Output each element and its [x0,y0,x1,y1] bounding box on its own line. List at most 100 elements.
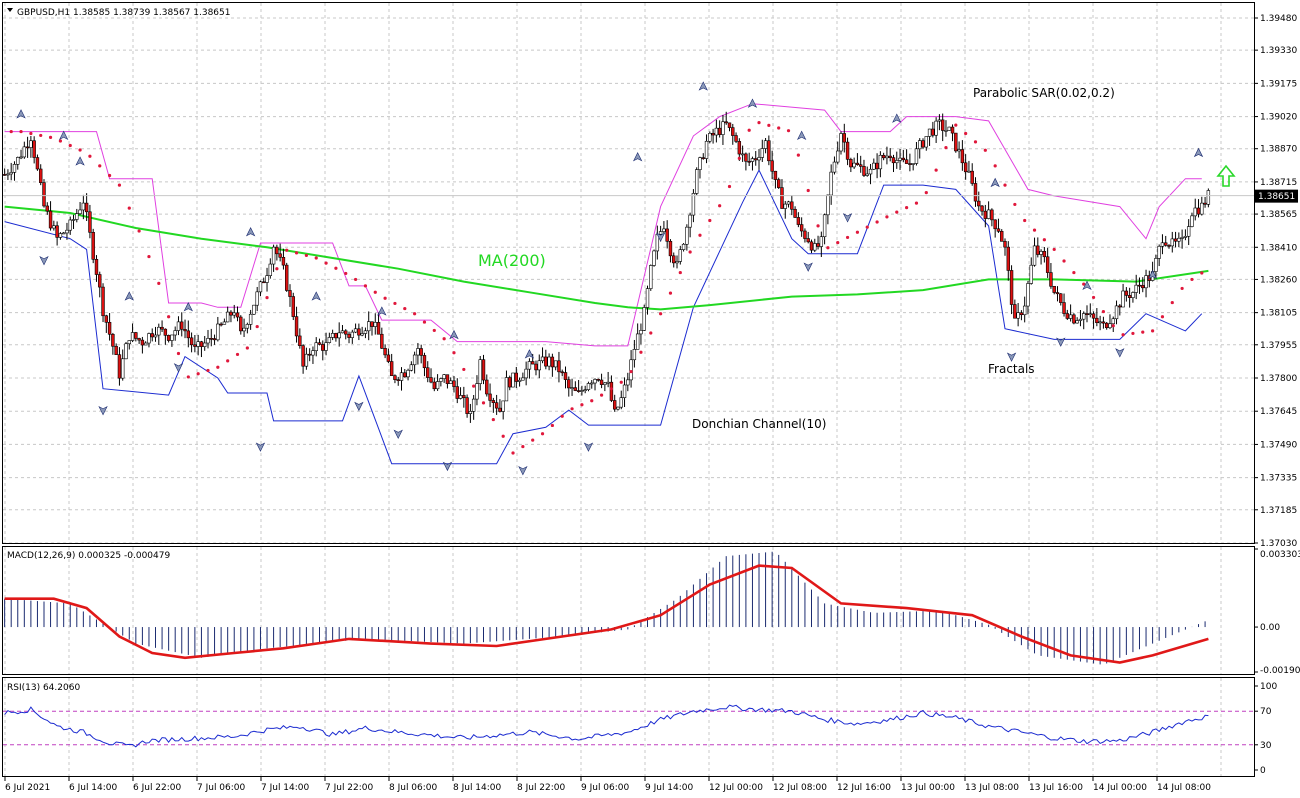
candle-body [672,255,676,264]
sar-dot [786,129,791,133]
candle-body [629,359,633,381]
sar-dot [255,324,259,329]
candle-body [245,324,250,329]
candle-body [734,135,738,142]
candle-body [927,128,932,137]
candle-body [1059,293,1063,303]
candle-body [550,356,555,368]
macd-tick-label: -0.001902 [1260,666,1300,676]
fractals-annotation: Fractals [988,362,1035,376]
candle-body [383,348,387,356]
candle-body [534,363,538,371]
candle-body [580,390,584,392]
sar-dot [993,164,997,168]
candle-body [107,322,112,335]
time-tick-label: 8 Jul 14:00 [453,783,502,793]
time-tick-label: 7 Jul 06:00 [197,783,246,793]
candle-body [658,231,663,235]
candle-body [652,250,656,266]
candle-body [71,219,76,221]
fractal-down-icon [1115,348,1125,358]
candle-body [258,281,263,293]
sar-dot [580,403,584,407]
fractal-up-icon [892,113,902,123]
price-tick-label: 1.37030 [1260,539,1297,549]
sar-dot [491,417,495,422]
sar-dot [826,246,830,250]
candle-body [757,157,761,161]
candle-body [478,359,482,384]
candle-body [363,330,368,334]
candle-body [937,119,942,122]
candle-body [39,168,43,183]
price-tick-label: 1.37335 [1260,474,1297,484]
candle-body [819,236,824,247]
candle-body [950,126,955,134]
candle-body [1006,246,1010,271]
candle-body [1022,305,1027,316]
candle-body [481,359,486,381]
sar-dot [285,248,289,252]
candle-body [376,322,381,335]
candle-body [1203,202,1207,205]
sar-dot [275,267,279,271]
candle-body [809,241,814,251]
sar-dot [905,206,909,210]
fractal-up-icon [990,177,1000,188]
candle-body [845,141,850,160]
price-tick-label: 1.38410 [1260,243,1297,253]
candle-body [776,179,781,188]
macd-tick-label: 0.00 [1260,623,1280,633]
candle-body [527,361,532,370]
fractal-up-icon [1147,269,1158,280]
candle-body [593,379,597,384]
sar-dot [796,153,800,157]
sar-dot [235,352,240,357]
sar-dot [659,312,663,316]
candle-body [6,173,10,176]
candle-body [485,379,489,395]
sar-dot [226,359,230,363]
candle-body [311,350,315,356]
candle-body [203,342,207,347]
time-tick-label: 13 Jul 00:00 [901,783,955,793]
time-tick-label: 13 Jul 08:00 [965,783,1019,793]
candle-body [517,379,522,382]
sar-dot [432,328,436,333]
candle-body [1078,318,1083,321]
candle-body [1062,302,1066,314]
candle-body [216,323,220,341]
candle-body [75,213,79,220]
candle-body [193,344,197,347]
candle-body [1003,241,1007,248]
candle-body [688,214,692,228]
candle-body [1170,238,1174,247]
sar-dot [954,123,958,127]
fractals [16,81,1204,476]
sar-dot [353,277,358,282]
candle-body [799,224,804,232]
candle-body [727,122,732,128]
candle-body [694,169,699,194]
candle-body [957,149,961,152]
candle-body [904,159,909,164]
candle-body [586,383,591,390]
candle-body [947,126,951,131]
price-tick-label: 1.38260 [1260,275,1297,285]
price-tick-label: 1.38565 [1260,210,1297,220]
candle-body [986,209,991,219]
candle-body [701,157,705,159]
candle-body [239,316,243,332]
candle-body [98,274,102,288]
candle-body [839,133,843,152]
candle-body [1180,237,1184,239]
sar-dot [501,434,505,438]
sar-dot [472,384,476,388]
candle-body [465,397,469,414]
up-arrow-icon [1216,164,1236,187]
candle-body [508,377,512,388]
candle-body [570,387,574,389]
sar-dot [521,444,525,449]
price-axis: 1.39480 1.39330 1.39175 1.39020 1.38870 1.387… [1254,14,1297,549]
candle-body [12,164,17,173]
